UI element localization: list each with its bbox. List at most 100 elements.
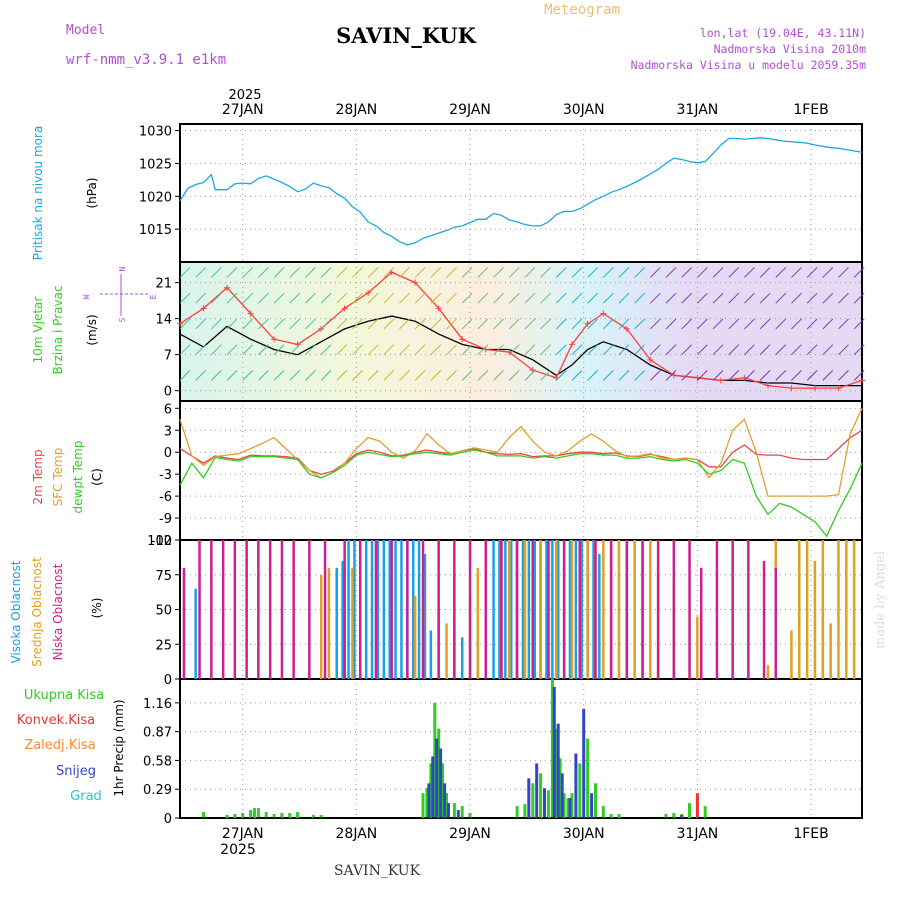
- low_cloud-bar: [625, 540, 629, 679]
- bottom-day-label: 31JAN: [677, 826, 719, 842]
- wind-barb: [665, 344, 677, 356]
- high_cloud-bar: [568, 540, 572, 679]
- wind-barb: [477, 344, 489, 356]
- low_cloud-bar: [578, 540, 581, 679]
- snow-bar: [427, 783, 431, 819]
- high_cloud-bar: [527, 540, 531, 679]
- wind-barb: [791, 318, 802, 330]
- wind-barb: [728, 292, 740, 304]
- low_cloud-bar: [700, 567, 703, 679]
- wind-barb: [399, 318, 410, 330]
- y-tick-label: 0.58: [143, 754, 172, 769]
- wind-barb: [320, 318, 332, 330]
- total_precip-bar: [233, 814, 237, 818]
- wind-barb: [195, 370, 207, 381]
- total_precip-bar: [664, 814, 668, 818]
- wind-barb: [211, 318, 222, 330]
- y-tick-label: 0.87: [143, 726, 172, 741]
- wind-barb: [399, 344, 410, 356]
- wind-barb: [681, 267, 693, 278]
- total_precip-bar: [601, 806, 605, 818]
- mid_cloud-bar: [821, 540, 825, 679]
- wind-barb: [258, 318, 269, 330]
- snow-bar: [560, 773, 564, 818]
- y-tick-label: 100: [147, 534, 172, 549]
- snow-bar: [447, 803, 450, 818]
- wind-barb: [226, 344, 238, 356]
- wind-barb: [775, 344, 787, 356]
- wind-barb: [461, 370, 473, 381]
- wind-barb: [791, 292, 802, 304]
- wind-barb: [493, 318, 504, 330]
- mid_cloud-bar: [696, 616, 699, 679]
- wind-barb: [289, 344, 301, 356]
- wind-barb: [571, 267, 583, 278]
- wind-barb: [242, 292, 254, 304]
- high_cloud-bar: [341, 560, 344, 679]
- mid_cloud-bar: [508, 540, 511, 679]
- low_cloud-bar: [547, 540, 550, 679]
- wind-barb: [634, 292, 646, 304]
- top-day-label: 31JAN: [677, 102, 719, 118]
- wind-barb: [712, 267, 724, 278]
- panel-frame: [179, 678, 863, 819]
- total_precip-bar: [288, 813, 292, 818]
- high_cloud-bar: [394, 540, 397, 679]
- wind-barb: [195, 318, 207, 330]
- wind-barb: [461, 344, 473, 356]
- low_cloud-bar: [484, 540, 487, 679]
- wind-barb: [289, 318, 301, 330]
- wind-barb: [352, 318, 363, 330]
- wind-barb: [414, 370, 426, 381]
- wind-barb: [712, 370, 724, 381]
- wind-barb: [258, 267, 269, 278]
- pressure-axis-title: Pritisak na nivou mora: [31, 126, 45, 261]
- compass-e: E: [149, 294, 158, 299]
- wind-barb: [430, 292, 442, 304]
- y-tick-label: 0.29: [143, 783, 172, 798]
- wind-barb: [320, 267, 332, 278]
- wind-barb: [728, 344, 740, 356]
- wind-barb: [618, 370, 630, 381]
- snow-bar: [590, 793, 594, 818]
- gust-marker: [835, 385, 842, 392]
- snow-bar: [439, 748, 443, 818]
- high_cloud-bar: [388, 540, 391, 679]
- y-tick-label: -3: [159, 468, 172, 483]
- wind-barb: [587, 267, 598, 278]
- snow-bar: [543, 788, 546, 818]
- total_precip-bar: [539, 773, 543, 818]
- y-tick-label: 0: [164, 385, 172, 400]
- panel-frame: [179, 400, 863, 541]
- wind-barb: [649, 344, 661, 356]
- mid_cloud-bar: [351, 567, 354, 679]
- gust-marker: [717, 377, 724, 384]
- gust-marker: [365, 289, 372, 296]
- low_cloud-bar: [374, 540, 378, 679]
- total_precip-bar: [617, 814, 621, 818]
- high_cloud-bar: [592, 540, 595, 679]
- wind-barb: [383, 344, 395, 356]
- wind-barb: [571, 344, 583, 356]
- mid_cloud-bar: [798, 540, 801, 679]
- wind-barb: [446, 344, 457, 356]
- y-tick-label: 1.16: [143, 697, 172, 712]
- y-tick-label: 50: [155, 604, 172, 619]
- total_precip-bar: [445, 793, 448, 818]
- wind-barb: [493, 370, 504, 381]
- wind-barb: [336, 318, 348, 330]
- total_precip-bar: [429, 763, 433, 818]
- low_cloud-bar: [672, 540, 676, 679]
- low_cloud-bar: [421, 540, 425, 679]
- mid_cloud-bar: [413, 595, 417, 679]
- y-tick-label: 0: [164, 673, 172, 688]
- wind-barb: [477, 318, 489, 330]
- y-tick-label: -6: [159, 490, 172, 505]
- wind-barb: [493, 267, 504, 278]
- wind-barb: [305, 292, 316, 304]
- total_precip-bar: [296, 812, 300, 818]
- gust-marker: [859, 377, 865, 384]
- dew-axis-title: dewpt Temp: [71, 441, 85, 514]
- low_cloud-bar: [500, 540, 503, 679]
- y-tick-label: 1015: [139, 223, 172, 238]
